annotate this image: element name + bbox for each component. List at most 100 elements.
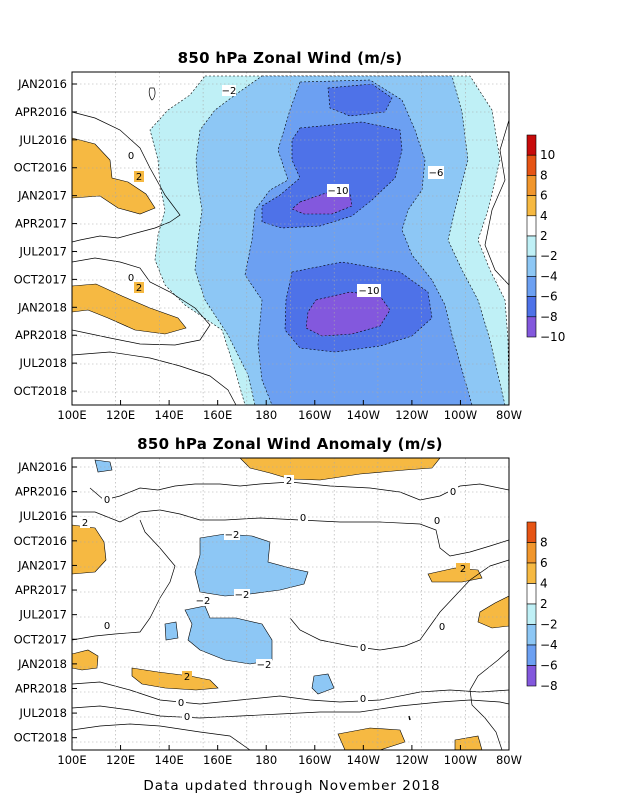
colorbar-label: 10 bbox=[540, 148, 555, 162]
colorbar-swatch bbox=[526, 624, 537, 646]
top-y-ticks: JAN2016 APR2016 JUL2016 OCT2016 JAN2017 APR20… bbox=[14, 77, 77, 398]
y-tick-label: JAN2017 bbox=[17, 189, 67, 203]
colorbar-label: 2 bbox=[540, 597, 548, 611]
bottom-contour-label: −2 bbox=[235, 590, 250, 601]
colorbar-swatch bbox=[526, 175, 537, 196]
bottom-contour-label: 2 bbox=[184, 672, 190, 683]
x-tick-label: 100W bbox=[444, 753, 477, 767]
y-tick-label: OCT2017 bbox=[14, 272, 67, 286]
colorbar-label: −6 bbox=[540, 659, 558, 673]
x-tick-label: 80W bbox=[496, 408, 522, 422]
bottom-contour-label: 2 bbox=[82, 518, 88, 529]
bottom-contour-label: 0 bbox=[104, 621, 110, 632]
top-contour-zero-e bbox=[148, 87, 156, 101]
bottom-colorbar: 8 6 4 2 −2 −4 −6 −8 bbox=[526, 521, 558, 693]
top-contour-zero-c bbox=[72, 351, 237, 405]
y-tick-label: OCT2018 bbox=[14, 731, 67, 745]
y-tick-label: JAN2016 bbox=[17, 77, 67, 91]
bottom-contour-label: −2 bbox=[225, 530, 240, 541]
colorbar-label: −2 bbox=[540, 249, 558, 263]
bottom-fill-pos2-e bbox=[72, 649, 99, 671]
top-chart-title: 850 hPa Zonal Wind (m/s) bbox=[178, 49, 403, 67]
y-tick-label: JUL2017 bbox=[19, 244, 67, 258]
y-tick-label: OCT2017 bbox=[14, 632, 67, 646]
bottom-fill-pos2-f bbox=[131, 667, 219, 691]
bottom-contour-label: 0 bbox=[184, 712, 190, 723]
footer-note: Data updated through November 2018 bbox=[143, 778, 440, 794]
y-tick-label: OCT2016 bbox=[14, 161, 67, 175]
colorbar-label: 8 bbox=[540, 536, 548, 550]
top-contour-label: −6 bbox=[429, 168, 444, 179]
bottom-contour-labels: 2 0 0 2 0 0 −2 2 −2 −2 −2 0 0 0 2 0 0 0 bbox=[80, 475, 470, 723]
bottom-zero-contours bbox=[72, 481, 509, 750]
bottom-contour-label: 0 bbox=[178, 698, 184, 709]
colorbar-label: −4 bbox=[540, 269, 558, 283]
top-contour-zero-b bbox=[72, 257, 211, 346]
bottom-fill-pos2-d bbox=[477, 595, 509, 629]
x-tick-label: 160E bbox=[203, 753, 232, 767]
y-tick-label: JUL2017 bbox=[19, 608, 67, 622]
y-tick-label: JAN2018 bbox=[17, 657, 67, 671]
top-x-ticks: 100E 120E 140E 160E 180 160W 140W 120W 100W 80W bbox=[57, 400, 522, 422]
colorbar-label: 6 bbox=[540, 556, 548, 570]
y-tick-label: OCT2018 bbox=[14, 384, 67, 398]
top-contour-zero-a bbox=[72, 111, 181, 243]
colorbar-swatch bbox=[526, 665, 537, 687]
x-tick-label: 120W bbox=[395, 408, 428, 422]
top-contour-label: −10 bbox=[327, 186, 348, 197]
colorbar-swatch bbox=[526, 316, 537, 338]
top-contour-label: 0 bbox=[128, 273, 134, 284]
colorbar-swatch bbox=[526, 542, 537, 564]
top-contour-zero-d bbox=[484, 119, 509, 286]
bottom-contour-label: −2 bbox=[257, 660, 272, 671]
colorbar-swatch bbox=[526, 235, 537, 257]
bottom-fill-neg2-a bbox=[194, 533, 309, 597]
top-plot-frame bbox=[71, 71, 510, 406]
x-tick-label: 120W bbox=[395, 753, 428, 767]
y-tick-label: APR2017 bbox=[15, 217, 67, 231]
colorbar-label: −4 bbox=[540, 638, 558, 652]
colorbar-label: 4 bbox=[540, 577, 548, 591]
top-colorbar: 10 8 6 4 2 −2 −4 −6 −8 −10 bbox=[526, 134, 565, 344]
x-tick-label: 160W bbox=[298, 408, 331, 422]
colorbar-swatch bbox=[526, 154, 537, 176]
bottom-contour-label: 0 bbox=[360, 643, 366, 654]
x-tick-label: 120E bbox=[106, 753, 135, 767]
colorbar-swatch bbox=[526, 603, 537, 625]
top-fill-neg10-b bbox=[305, 291, 391, 337]
colorbar-swatch bbox=[526, 562, 537, 584]
top-contour-label: 2 bbox=[136, 172, 142, 183]
x-tick-label: 140W bbox=[347, 408, 380, 422]
top-fill-pos2-a bbox=[72, 137, 156, 215]
x-tick-label: 140W bbox=[347, 753, 380, 767]
bottom-plot-frame bbox=[71, 457, 510, 751]
top-contour-label: 0 bbox=[128, 151, 134, 162]
colorbar-swatch bbox=[526, 134, 537, 156]
y-tick-label: JAN2017 bbox=[17, 558, 67, 572]
colorbar-swatch bbox=[526, 276, 537, 297]
y-tick-label: JUL2018 bbox=[19, 356, 67, 370]
top-gridlines bbox=[72, 72, 509, 405]
colorbar-label: 6 bbox=[540, 189, 548, 203]
y-tick-label: APR2018 bbox=[15, 681, 67, 695]
y-tick-label: JUL2016 bbox=[19, 509, 67, 523]
y-tick-label: APR2016 bbox=[15, 105, 67, 119]
bottom-contour-label: 0 bbox=[300, 513, 306, 524]
bottom-contour-label: −2 bbox=[196, 596, 211, 607]
top-fill-neg10-a bbox=[291, 192, 353, 215]
x-tick-label: 120E bbox=[106, 408, 135, 422]
x-tick-label: 140E bbox=[155, 753, 184, 767]
x-tick-label: 100E bbox=[57, 753, 86, 767]
bottom-contour-label: 2 bbox=[460, 564, 466, 575]
colorbar-label: −10 bbox=[540, 330, 565, 344]
colorbar-swatch bbox=[526, 644, 537, 666]
x-tick-label: 160W bbox=[298, 753, 331, 767]
bottom-fill-neg2-c bbox=[164, 621, 179, 641]
x-tick-label: 140E bbox=[155, 408, 184, 422]
top-contour-label: 2 bbox=[136, 283, 142, 294]
colorbar-label: −8 bbox=[540, 310, 558, 324]
top-fill-pos2-b bbox=[72, 283, 187, 335]
y-tick-label: JAN2016 bbox=[17, 460, 67, 474]
bottom-contour-label: 0 bbox=[450, 487, 456, 498]
